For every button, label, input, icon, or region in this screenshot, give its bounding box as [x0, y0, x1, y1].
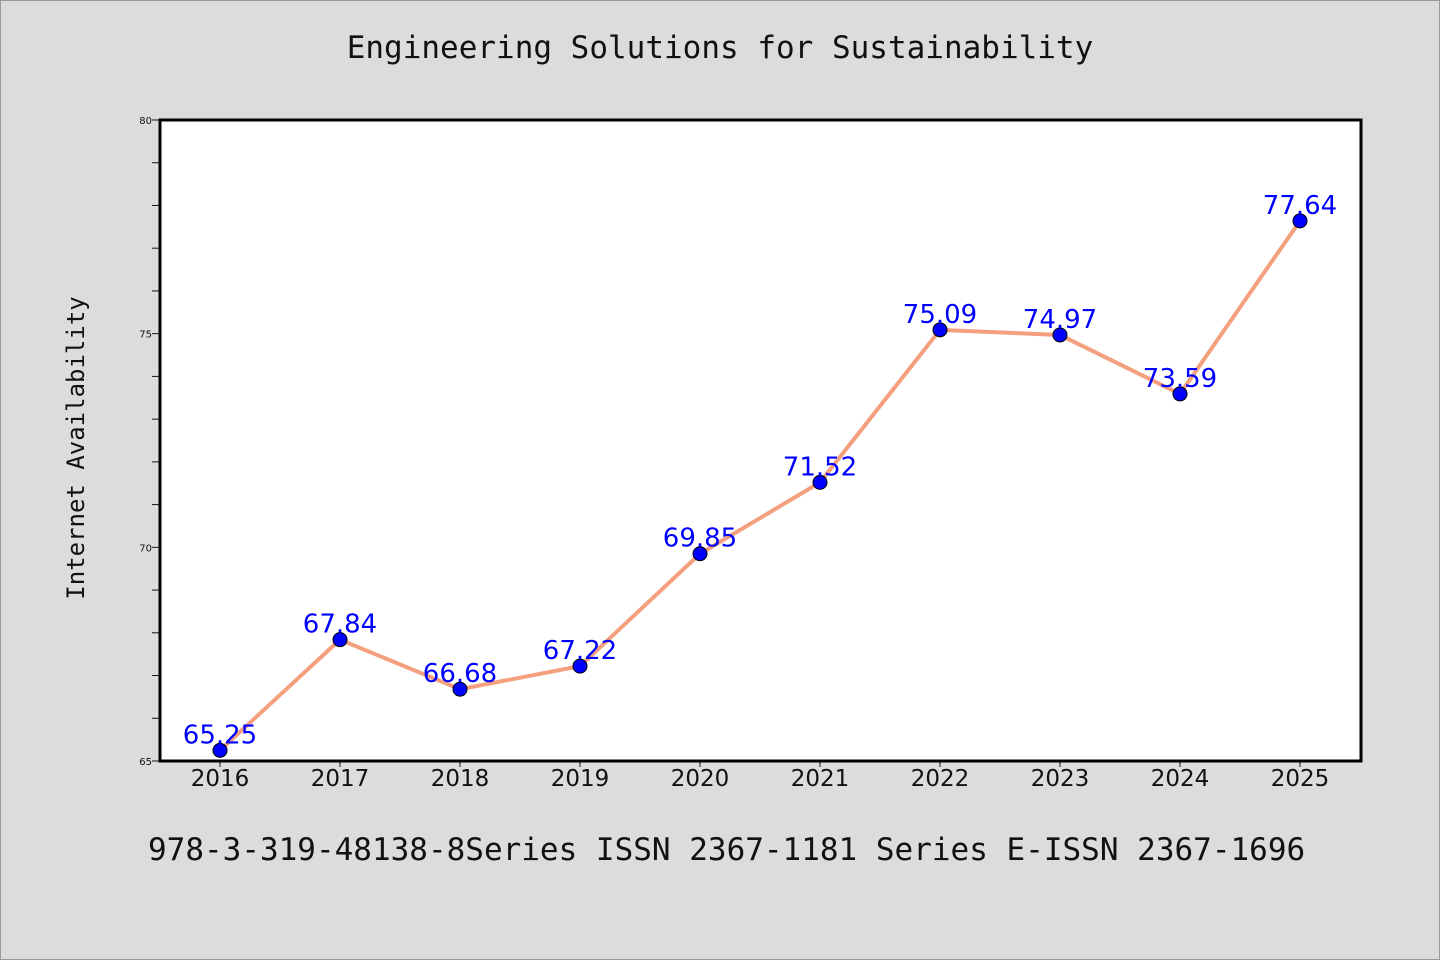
data-point	[932, 322, 948, 338]
y-tick-label: 65	[139, 757, 152, 768]
data-label: 71.52	[783, 452, 857, 482]
data-label: 75.09	[903, 300, 977, 330]
data-point	[1292, 213, 1308, 229]
data-point	[572, 658, 588, 674]
x-tick-label: 2024	[1151, 766, 1210, 792]
chart-title: Engineering Solutions for Sustainability	[346, 30, 1094, 66]
data-point	[812, 474, 828, 490]
data-point	[1052, 327, 1068, 343]
x-tick-label: 2022	[911, 766, 970, 792]
x-tick-label: 2023	[1031, 766, 1090, 792]
y-tick-label: 75	[139, 330, 152, 341]
x-tick-label: 2020	[671, 766, 730, 792]
data-label: 67.84	[303, 610, 377, 640]
data-point	[1172, 386, 1188, 402]
x-tick-label: 2018	[431, 766, 490, 792]
data-label: 74.97	[1023, 305, 1097, 335]
data-point	[692, 546, 708, 562]
data-label: 73.59	[1143, 364, 1217, 394]
data-point	[212, 742, 228, 758]
x-tick-label: 2025	[1271, 766, 1330, 792]
data-label: 67.22	[543, 636, 617, 666]
data-label: 77.64	[1263, 191, 1337, 221]
x-tick-label: 2016	[191, 766, 250, 792]
data-label: 69.85	[663, 524, 737, 554]
data-label: 66.68	[423, 659, 497, 689]
plot-area	[160, 120, 1361, 761]
x-tick-label: 2019	[551, 766, 610, 792]
data-point	[452, 681, 468, 697]
series-line	[218, 219, 1302, 752]
x-tick-label: 2021	[791, 766, 850, 792]
data-point	[332, 632, 348, 648]
plot-border	[158, 118, 1363, 763]
x-tick-label: 2017	[311, 766, 370, 792]
footer-note: 978-3-319-48138-8Series ISSN 2367-1181 S…	[148, 832, 1306, 868]
y-tick-label: 70	[139, 543, 152, 554]
data-label: 65.25	[183, 720, 257, 750]
y-tick-label: 80	[139, 116, 152, 127]
